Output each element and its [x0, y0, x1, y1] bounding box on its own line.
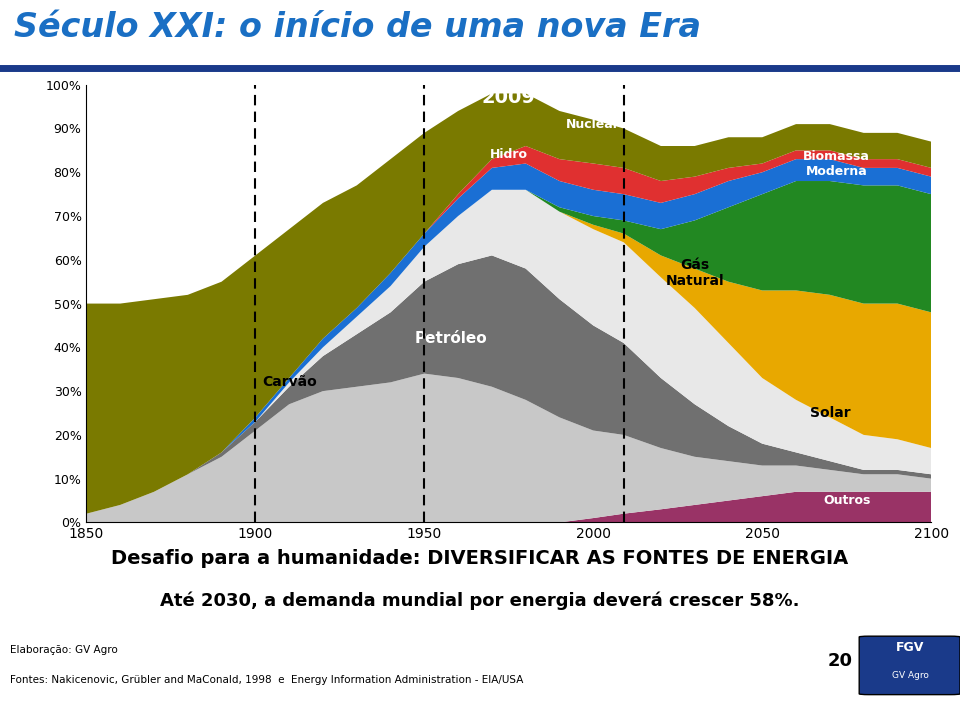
Text: Solar: Solar: [809, 406, 851, 420]
Text: Petróleo: Petróleo: [415, 331, 488, 346]
Text: 2009: 2009: [482, 88, 536, 107]
Text: Hidro: Hidro: [490, 148, 528, 161]
Text: Elaboração: GV Agro: Elaboração: GV Agro: [10, 645, 117, 655]
Text: Fontes: Nakicenovic, Grübler and MaConald, 1998  e  Energy Information Administr: Fontes: Nakicenovic, Grübler and MaConal…: [10, 675, 523, 685]
Text: GV Agro: GV Agro: [892, 671, 928, 680]
Text: Biomassa
Moderna: Biomassa Moderna: [804, 150, 870, 177]
Text: Até 2030, a demanda mundial por energia deverá crescer 58%.: Até 2030, a demanda mundial por energia …: [160, 592, 800, 610]
Text: Outros: Outros: [823, 494, 871, 507]
Text: Carvão: Carvão: [262, 376, 317, 390]
Text: Século XXI: o início de uma nova Era: Século XXI: o início de uma nova Era: [14, 11, 702, 44]
Text: Nuclear: Nuclear: [566, 118, 620, 131]
Text: Biomassa
(lenha): Biomassa (lenha): [155, 102, 221, 129]
FancyBboxPatch shape: [859, 636, 960, 695]
Text: 20: 20: [828, 652, 852, 670]
Text: FGV: FGV: [896, 641, 924, 654]
Text: Desafio para a humanidade: DIVERSIFICAR AS FONTES DE ENERGIA: Desafio para a humanidade: DIVERSIFICAR …: [111, 549, 849, 568]
Text: Gás
Natural: Gás Natural: [665, 258, 724, 288]
